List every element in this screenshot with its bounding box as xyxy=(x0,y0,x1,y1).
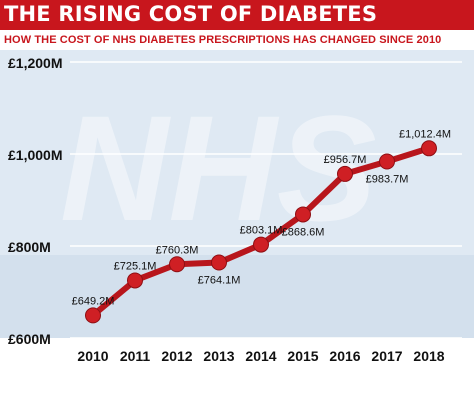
data-label: £956.7M xyxy=(324,154,367,166)
x-tick-label: 2011 xyxy=(120,348,151,364)
data-labels: £649.2M £725.1M £760.3M £764.1M £803.1M £868.… xyxy=(72,128,451,307)
data-label: £1,012.4M xyxy=(399,128,451,140)
data-label: £725.1M xyxy=(114,260,157,272)
data-point xyxy=(421,140,437,157)
nhs-watermark: NHS xyxy=(60,84,377,252)
y-axis-labels: £600M £800M £1,000M £1,200M xyxy=(8,55,62,347)
data-point xyxy=(211,254,227,271)
data-point xyxy=(379,153,395,170)
data-markers xyxy=(85,140,437,324)
chart-subtitle: HOW THE COST OF NHS DIABETES PRESCRIPTIO… xyxy=(4,34,442,46)
data-label: £764.1M xyxy=(198,275,241,287)
title-bar: THE RISING COST OF DIABETES xyxy=(0,0,474,30)
x-tick-label: 2015 xyxy=(287,348,318,364)
data-label: £760.3M xyxy=(156,244,199,256)
x-tick-label: 2013 xyxy=(203,348,234,364)
x-tick-label: 2012 xyxy=(161,348,192,364)
data-label: £868.6M xyxy=(282,226,325,238)
y-tick-label: £1,200M xyxy=(8,55,62,71)
y-tick-label: £1,000M xyxy=(8,147,62,163)
x-tick-label: 2010 xyxy=(77,348,108,364)
y-tick-label: £800M xyxy=(8,239,51,255)
data-point xyxy=(295,206,311,223)
y-tick-label: £600M xyxy=(8,331,51,347)
data-label: £983.7M xyxy=(366,173,409,185)
x-tick-label: 2014 xyxy=(245,348,276,364)
x-tick-label: 2017 xyxy=(371,348,402,364)
data-label: £803.1M xyxy=(240,225,283,237)
chart-title: THE RISING COST OF DIABETES xyxy=(4,2,378,26)
background-band xyxy=(0,255,474,338)
data-point xyxy=(337,165,353,182)
data-point xyxy=(85,307,101,324)
line-chart: NHS £600M£800M£1,000M£1,200M 2010 2011 201… xyxy=(0,50,474,364)
grid-lines xyxy=(70,61,462,339)
data-point xyxy=(253,236,269,253)
x-tick-label: 2016 xyxy=(329,348,360,364)
data-point xyxy=(127,272,143,289)
data-point xyxy=(169,256,185,273)
x-tick-label: 2018 xyxy=(413,348,444,364)
data-label: £649.2M xyxy=(72,295,115,307)
x-axis-labels: 2010 2011 2012 2013 2014 2015 2016 2017 2018 xyxy=(77,348,444,364)
